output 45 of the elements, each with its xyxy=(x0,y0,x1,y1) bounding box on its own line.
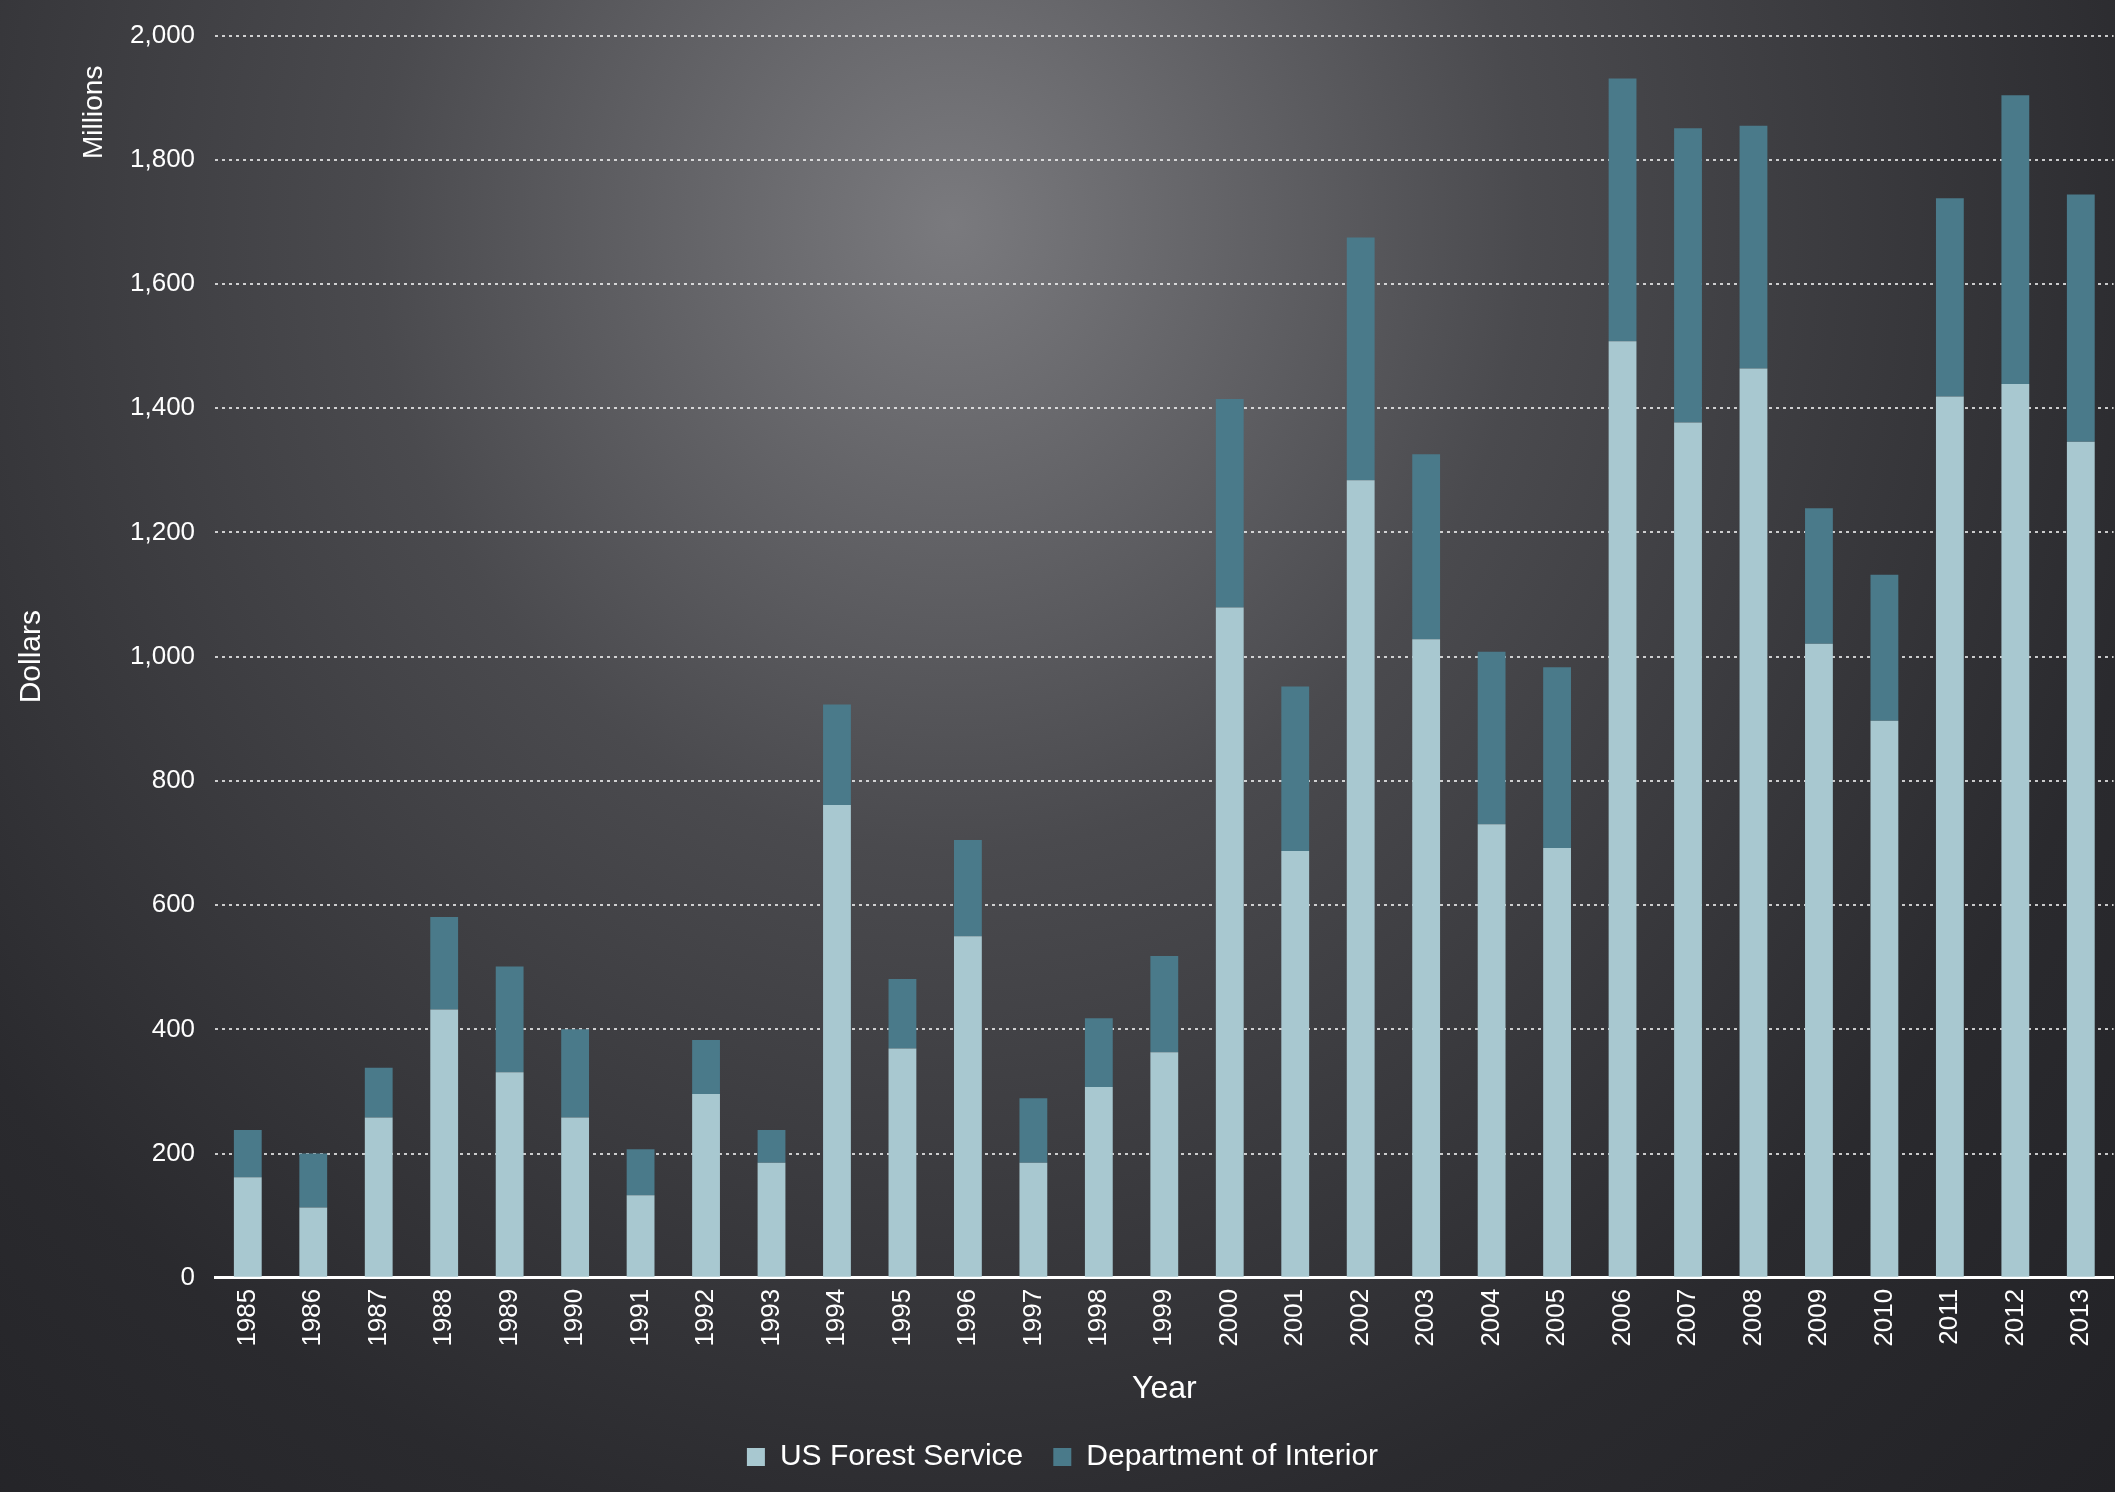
y-tick-label: 1,000 xyxy=(129,639,196,670)
x-tick-label: 2009 xyxy=(1802,1288,1833,1347)
x-tick-label: 1993 xyxy=(754,1288,785,1347)
x-tick-label: 2002 xyxy=(1343,1288,1374,1347)
x-tick-label: 1999 xyxy=(1147,1288,1178,1347)
x-tick-label: 2008 xyxy=(1736,1288,1767,1347)
x-tick-label: 1997 xyxy=(1016,1288,1047,1347)
y-tick-label: 600 xyxy=(151,888,196,919)
x-tick-label: 2003 xyxy=(1409,1288,1440,1347)
y-tick-label: 1,400 xyxy=(129,391,196,422)
x-tick-label: 1990 xyxy=(558,1288,589,1347)
y-tick-label: 1,800 xyxy=(129,142,196,173)
x-tick-label: 2000 xyxy=(1212,1288,1243,1347)
x-tick-label: 2006 xyxy=(1605,1288,1636,1347)
y-axis-title: Dollars xyxy=(13,610,47,704)
x-tick-label: 2004 xyxy=(1474,1288,1505,1347)
x-tick-label: 2011 xyxy=(1933,1288,1964,1345)
x-tick-label: 1998 xyxy=(1082,1288,1113,1347)
x-tick-label: 1987 xyxy=(361,1288,392,1347)
x-tick-label: 2013 xyxy=(2063,1288,2094,1347)
x-tick-label: 2001 xyxy=(1278,1288,1309,1347)
x-tick-label: 1985 xyxy=(230,1288,261,1347)
y-tick-label: 1,600 xyxy=(129,267,196,298)
x-tick-label: 1988 xyxy=(427,1288,458,1347)
x-tick-label: 2005 xyxy=(1540,1288,1571,1347)
x-tick-label: 1995 xyxy=(885,1288,916,1347)
text: Millions xyxy=(76,65,108,159)
x-tick-label: 1992 xyxy=(689,1288,720,1347)
legend-label: Department of Interior xyxy=(1086,1438,1379,1472)
y-tick-label: 800 xyxy=(151,764,196,795)
x-tick-label: 1986 xyxy=(296,1288,327,1347)
y-tick-label: 1,200 xyxy=(129,515,196,546)
y-tick-label: 2,000 xyxy=(129,18,196,49)
y-tick-label: 200 xyxy=(151,1136,196,1167)
y-tick-label: 400 xyxy=(151,1012,196,1043)
x-tick-label: 1996 xyxy=(951,1288,982,1347)
x-tick-label: 2010 xyxy=(1867,1288,1898,1347)
x-axis-title: Year xyxy=(1131,1368,1197,1405)
x-tick-label: 1994 xyxy=(820,1288,851,1347)
x-tick-label: 1991 xyxy=(623,1288,654,1347)
x-tick-label: 1989 xyxy=(492,1288,523,1347)
y-tick-label: 0 xyxy=(180,1260,196,1291)
x-tick-label: 2007 xyxy=(1671,1288,1702,1347)
legend-label: US Forest Service xyxy=(779,1438,1024,1472)
x-tick-label: 2012 xyxy=(1998,1288,2029,1347)
